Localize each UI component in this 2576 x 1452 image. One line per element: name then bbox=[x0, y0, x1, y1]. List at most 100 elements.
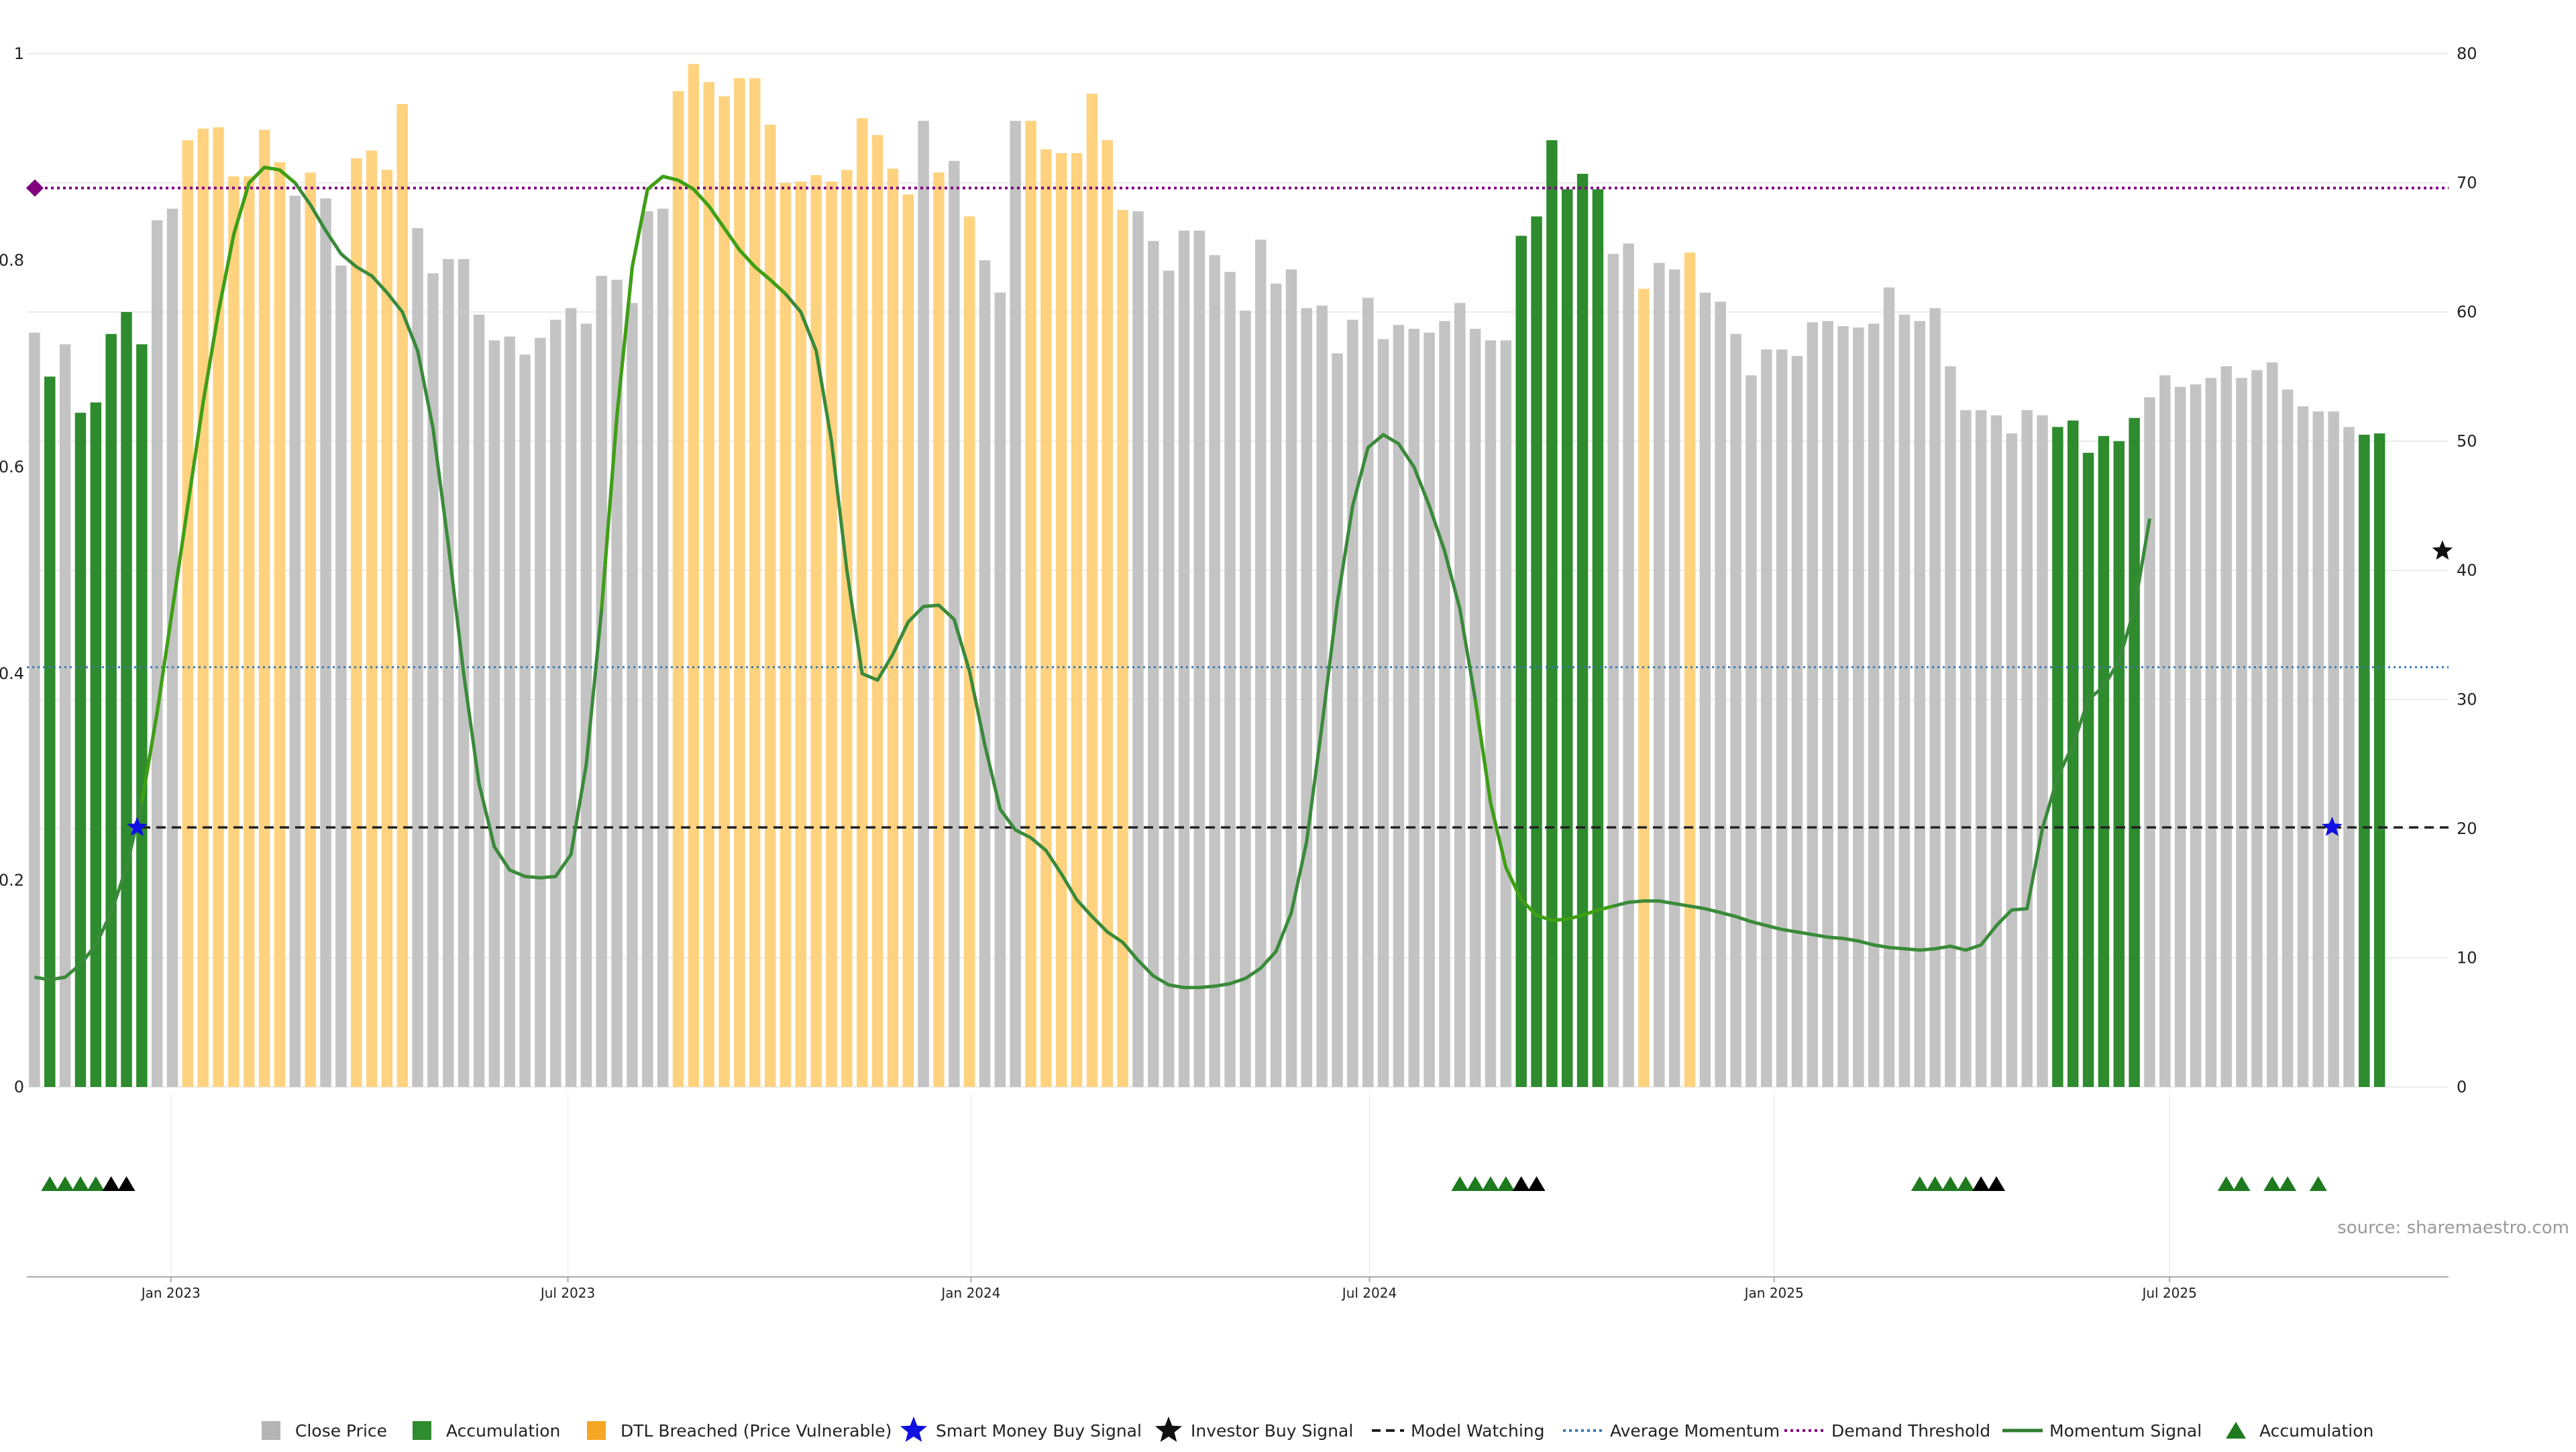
close-price-bar bbox=[1975, 410, 1987, 1087]
dtl-bar bbox=[1102, 140, 1114, 1088]
x-tick-label: Jan 2024 bbox=[940, 1285, 1000, 1301]
close-price-bar bbox=[1807, 322, 1819, 1087]
dtl-bar bbox=[826, 181, 837, 1088]
dtl-bar bbox=[366, 150, 378, 1087]
close-price-bar bbox=[1301, 308, 1313, 1088]
accumulation-triangle bbox=[2309, 1176, 2327, 1191]
close-price-bar bbox=[2190, 384, 2202, 1087]
investor-triangle bbox=[1972, 1176, 1990, 1191]
accumulation-bar bbox=[2113, 441, 2125, 1087]
legend-item: Accumulation bbox=[2226, 1421, 2373, 1441]
close-price-bar bbox=[1193, 230, 1205, 1088]
dtl-bar bbox=[795, 181, 807, 1088]
close-price-bar bbox=[519, 354, 531, 1087]
legend-swatch bbox=[413, 1421, 431, 1440]
momentum-signal-rising bbox=[1473, 699, 1614, 923]
close-price-bar bbox=[1408, 329, 1419, 1087]
close-price-bar bbox=[1377, 339, 1389, 1087]
legend-item: Demand Threshold bbox=[1784, 1421, 1990, 1441]
close-price-bar bbox=[2220, 366, 2232, 1087]
bars-layer bbox=[29, 64, 2385, 1088]
close-price-bar bbox=[1224, 272, 1236, 1088]
close-price-bar bbox=[1822, 321, 1833, 1088]
close-price-bar bbox=[2328, 411, 2339, 1087]
close-price-bar bbox=[1132, 211, 1144, 1088]
right-tick-label: 60 bbox=[2457, 303, 2477, 321]
close-price-bar bbox=[1853, 327, 1864, 1088]
legend-triangle-icon bbox=[2226, 1422, 2246, 1439]
close-price-bar bbox=[2159, 375, 2171, 1088]
x-tick-label: Jul 2023 bbox=[539, 1285, 595, 1301]
close-price-bar bbox=[1439, 321, 1450, 1088]
legend: Close Price Accumulation DTL Breached (Pri… bbox=[262, 1416, 2373, 1442]
close-price-bar bbox=[979, 260, 991, 1087]
dtl-bar bbox=[258, 129, 270, 1088]
investor-triangle bbox=[1527, 1176, 1546, 1191]
accumulation-triangle bbox=[87, 1176, 105, 1191]
legend-star-icon bbox=[1155, 1416, 1182, 1442]
dtl-bar bbox=[734, 78, 745, 1088]
legend-label: Accumulation bbox=[446, 1421, 560, 1441]
accumulation-bar bbox=[2373, 433, 2385, 1087]
legend-label: Accumulation bbox=[2259, 1421, 2373, 1441]
smart-money-signal bbox=[2322, 817, 2343, 836]
close-price-bar bbox=[2006, 433, 2018, 1087]
dtl-bar bbox=[703, 82, 714, 1088]
accumulation-triangle bbox=[1941, 1176, 1960, 1191]
close-price-bar bbox=[580, 323, 592, 1088]
close-price-bar bbox=[151, 220, 163, 1088]
axis-layer: 0 10 20 30 40 50 60 70 80 0 0.2 0.4 0.6 0.8 1 Jan 2023 J… bbox=[0, 44, 2477, 1301]
close-price-bar bbox=[443, 259, 454, 1088]
close-price-bar bbox=[550, 319, 561, 1087]
left-tick-label: 0.6 bbox=[0, 458, 24, 476]
close-price-bar bbox=[166, 209, 178, 1087]
accumulation-bar bbox=[1546, 140, 1558, 1088]
accumulation-bar bbox=[74, 413, 87, 1087]
close-price-bar bbox=[2267, 362, 2278, 1088]
left-tick-label: 0.4 bbox=[0, 664, 24, 683]
accumulation-bar bbox=[2359, 434, 2370, 1087]
left-tick-label: 1 bbox=[14, 44, 24, 63]
close-price-bar bbox=[412, 227, 423, 1087]
x-tick-label: Jul 2024 bbox=[1341, 1285, 1397, 1301]
accumulation-triangle bbox=[2233, 1176, 2251, 1191]
dtl-bar bbox=[1684, 252, 1696, 1088]
accumulation-triangle bbox=[2263, 1176, 2282, 1191]
close-price-bar bbox=[1883, 287, 1895, 1087]
close-price-bar bbox=[1163, 270, 1175, 1087]
accumulation-bar bbox=[2129, 417, 2140, 1087]
dtl-bar bbox=[780, 183, 792, 1087]
legend-label: DTL Breached (Price Vulnerable) bbox=[621, 1421, 892, 1441]
close-price-bar bbox=[2037, 415, 2048, 1087]
accumulation-triangle bbox=[1481, 1176, 1499, 1191]
accumulation-triangle bbox=[71, 1176, 89, 1191]
close-price-bar bbox=[1715, 301, 1726, 1088]
close-price-bar bbox=[1316, 305, 1328, 1087]
dtl-bar bbox=[841, 170, 853, 1087]
close-price-bar bbox=[1791, 356, 1803, 1088]
close-price-bar bbox=[59, 344, 71, 1087]
accumulation-bar bbox=[1515, 236, 1527, 1087]
accumulation-bar bbox=[2082, 452, 2094, 1087]
signal-markers bbox=[127, 540, 2453, 836]
accumulation-bar bbox=[44, 376, 56, 1087]
smart-money-signal bbox=[127, 817, 148, 836]
dtl-bar bbox=[933, 172, 945, 1088]
close-price-bar bbox=[1362, 297, 1374, 1088]
close-price-bar bbox=[1500, 340, 1512, 1088]
legend-label: Model Watching bbox=[1411, 1421, 1545, 1441]
accumulation-bar bbox=[1562, 189, 1573, 1087]
close-price-bar bbox=[473, 314, 485, 1088]
accumulation-triangles bbox=[41, 1176, 2327, 1191]
accumulation-triangle bbox=[56, 1176, 74, 1191]
close-price-bar bbox=[1914, 321, 1925, 1088]
accumulation-bar bbox=[90, 402, 102, 1087]
accumulation-triangle bbox=[2217, 1176, 2235, 1191]
close-price-bar bbox=[2205, 378, 2217, 1087]
close-price-bar bbox=[1285, 269, 1297, 1088]
close-price-bar bbox=[1255, 240, 1267, 1088]
investor-triangle bbox=[102, 1176, 120, 1191]
close-price-bar bbox=[1699, 293, 1711, 1087]
close-price-bar bbox=[627, 303, 638, 1087]
accumulation-triangle bbox=[41, 1176, 59, 1191]
